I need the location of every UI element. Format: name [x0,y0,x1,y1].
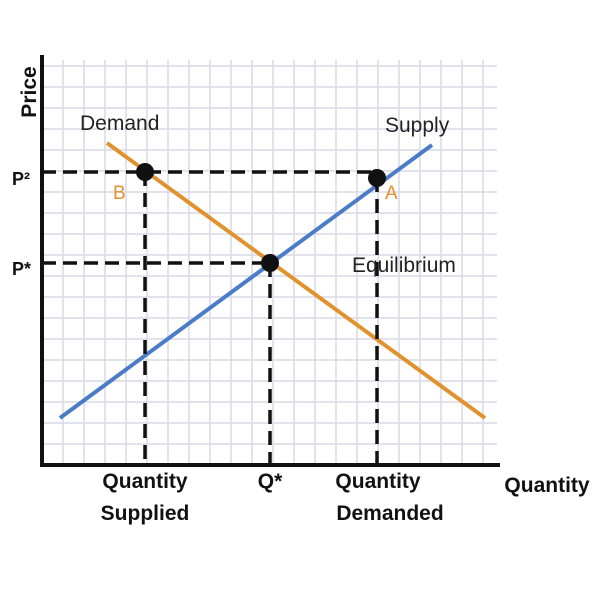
p-star-label: P* [12,259,31,279]
q-star-label: Q* [258,470,283,493]
demand-label: Demand [80,112,159,135]
quantity-supplied-line2: Supplied [101,502,190,525]
point-a [368,169,386,187]
point-b-label: B [113,183,126,204]
supply-line [58,143,434,420]
p2-label: P² [12,169,30,189]
equilibrium-label: Equilibrium [352,254,456,277]
demand-line [105,141,487,420]
quantity-supplied-line1: Quantity [102,470,187,493]
equilibrium-point [261,254,279,272]
x-axis-label: Quantity [504,474,589,497]
supply-label: Supply [385,114,450,137]
point-a-label: A [385,183,398,204]
quantity-demanded-line1: Quantity [335,470,420,493]
y-axis-label: Price [18,66,41,117]
quantity-demanded-line2: Demanded [336,502,443,525]
point-b [136,163,154,181]
